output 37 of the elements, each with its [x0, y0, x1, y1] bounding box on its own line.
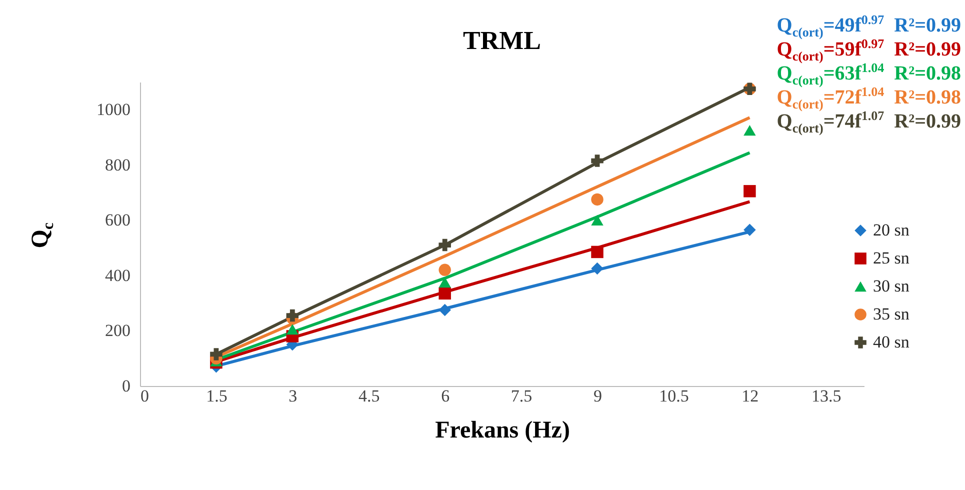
x-tick-label: 0: [140, 386, 149, 406]
legend-label: 35 sn: [873, 304, 910, 324]
x-tick-label: 10.5: [659, 386, 689, 406]
x-tick-label: 7.5: [510, 386, 532, 406]
chart-title: TRML: [463, 26, 541, 55]
x-tick-label: 9: [594, 386, 602, 406]
y-tick-label: 800: [105, 155, 130, 174]
legend-label: 20 sn: [873, 220, 910, 240]
x-tick-label: 1.5: [206, 386, 228, 406]
point: [286, 309, 299, 322]
x-tick-label: 12: [742, 386, 759, 406]
point: [744, 125, 756, 136]
point: [744, 185, 756, 198]
point: [591, 262, 604, 275]
point: [438, 264, 451, 276]
x-axis-title: Frekans (Hz): [435, 418, 570, 444]
point: [438, 238, 451, 252]
y-tick-label: 1000: [96, 100, 130, 120]
point: [591, 193, 604, 206]
point: [591, 246, 604, 258]
legend-label: 40 sn: [873, 332, 910, 352]
point: [591, 214, 604, 226]
y-tick-label: 600: [105, 210, 130, 230]
x-tick-label: 13.5: [812, 386, 842, 406]
y-tick-label: 200: [105, 321, 130, 340]
y-tick-label: 400: [105, 266, 130, 285]
point: [210, 348, 222, 360]
point: [438, 304, 451, 316]
x-tick-label: 3: [288, 386, 298, 406]
legend-label: 25 sn: [873, 248, 910, 268]
x-tick-label: 4.5: [358, 386, 380, 406]
point: [286, 324, 299, 335]
legend-label: 30 sn: [873, 276, 910, 296]
point: [744, 224, 756, 236]
x-tick-label: 6: [441, 386, 450, 406]
point: [438, 287, 451, 300]
point: [591, 154, 604, 167]
